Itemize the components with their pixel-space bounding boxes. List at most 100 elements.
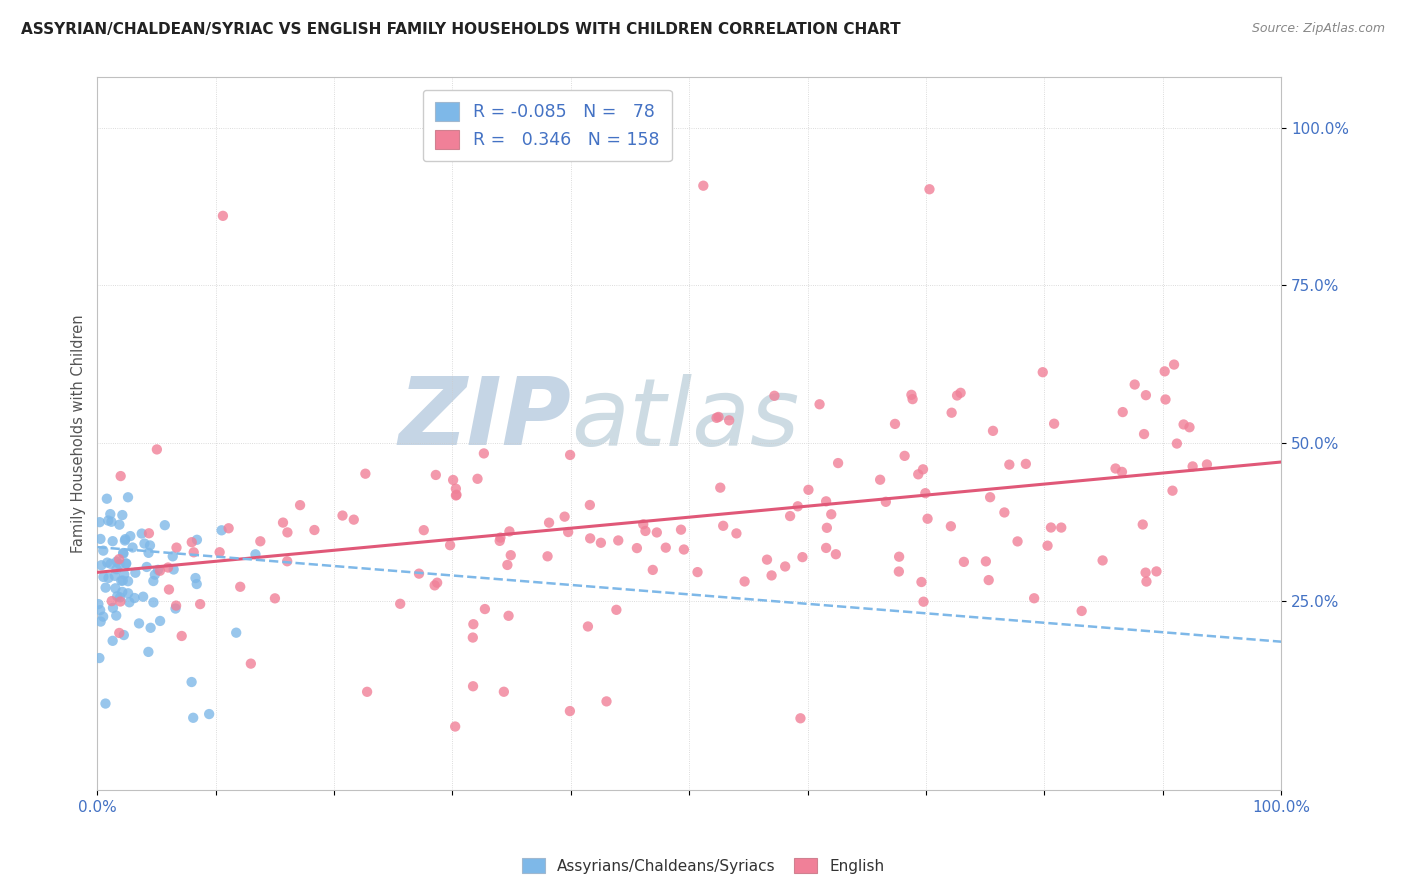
Point (108, 591, 131, 605)
Point (225, 625, 247, 640)
Point (887, 549, 910, 564)
Point (112, 546, 135, 560)
Point (467, 472, 489, 486)
Legend: Assyrians/Chaldeans/Syriacs, English: Assyrians/Chaldeans/Syriacs, English (516, 852, 890, 880)
Point (1135, 574, 1157, 589)
Point (789, 711, 811, 725)
Point (146, 442, 169, 457)
Point (180, 535, 202, 549)
Point (138, 526, 160, 541)
Point (917, 512, 939, 526)
Point (824, 547, 846, 561)
Point (1015, 457, 1038, 471)
Point (981, 424, 1004, 438)
Point (100, 557, 122, 571)
Point (900, 388, 922, 402)
Text: atlas: atlas (571, 374, 799, 465)
Point (108, 517, 131, 532)
Point (993, 506, 1015, 520)
Point (104, 582, 127, 596)
Point (157, 560, 180, 574)
Point (496, 558, 519, 572)
Point (94, 697, 117, 711)
Point (461, 679, 484, 693)
Point (1173, 417, 1195, 432)
Point (641, 563, 664, 577)
Point (105, 589, 128, 603)
Point (110, 469, 132, 483)
Y-axis label: Family Households with Children: Family Households with Children (72, 314, 86, 553)
Point (332, 508, 354, 523)
Point (1135, 388, 1157, 402)
Point (426, 575, 449, 590)
Point (626, 541, 648, 555)
Point (117, 490, 139, 504)
Point (118, 595, 141, 609)
Point (105, 608, 128, 623)
Point (1133, 427, 1156, 442)
Text: ZIP: ZIP (398, 374, 571, 466)
Point (186, 577, 208, 591)
Point (111, 585, 134, 599)
Point (188, 597, 211, 611)
Point (181, 711, 204, 725)
Point (91, 609, 114, 624)
Point (115, 557, 138, 571)
Point (709, 481, 731, 495)
Point (439, 538, 461, 552)
Point (98, 507, 121, 521)
Point (1024, 591, 1046, 606)
Point (425, 467, 447, 482)
Point (97, 571, 120, 585)
Point (112, 547, 135, 561)
Point (1178, 420, 1201, 434)
Point (977, 573, 1000, 587)
Point (558, 448, 581, 462)
Point (117, 586, 139, 600)
Point (446, 488, 468, 502)
Point (998, 458, 1021, 472)
Point (114, 533, 136, 548)
Point (953, 555, 976, 569)
Text: ASSYRIAN/CHALDEAN/SYRIAC VS ENGLISH FAMILY HOUSEHOLDS WITH CHILDREN CORRELATION : ASSYRIAN/CHALDEAN/SYRIAC VS ENGLISH FAMI… (21, 22, 901, 37)
Point (672, 542, 695, 557)
Point (1154, 392, 1177, 407)
Point (105, 562, 128, 576)
Point (110, 594, 132, 608)
Point (595, 694, 617, 708)
Point (941, 406, 963, 420)
Point (134, 536, 156, 550)
Point (910, 574, 932, 589)
Point (1007, 534, 1029, 549)
Point (918, 182, 941, 196)
Point (711, 518, 734, 533)
Point (1181, 459, 1204, 474)
Point (763, 389, 786, 403)
Point (157, 582, 180, 597)
Point (444, 482, 467, 496)
Point (229, 580, 252, 594)
Point (249, 534, 271, 549)
Point (498, 608, 520, 623)
Point (589, 536, 612, 550)
Point (536, 549, 558, 564)
Point (1039, 520, 1062, 534)
Point (444, 488, 467, 502)
Point (163, 562, 186, 576)
Point (211, 524, 233, 538)
Point (132, 590, 155, 604)
Point (96, 556, 118, 570)
Point (149, 614, 172, 628)
Text: Source: ZipAtlas.com: Source: ZipAtlas.com (1251, 22, 1385, 36)
Point (492, 685, 515, 699)
Point (554, 509, 576, 524)
Point (108, 552, 131, 566)
Point (1111, 465, 1133, 479)
Point (212, 209, 235, 223)
Point (89, 651, 111, 665)
Point (198, 707, 221, 722)
Point (734, 574, 756, 589)
Point (869, 473, 891, 487)
Legend: R = -0.085   N =   78, R =   0.346   N = 158: R = -0.085 N = 78, R = 0.346 N = 158 (423, 90, 672, 161)
Point (183, 545, 205, 559)
